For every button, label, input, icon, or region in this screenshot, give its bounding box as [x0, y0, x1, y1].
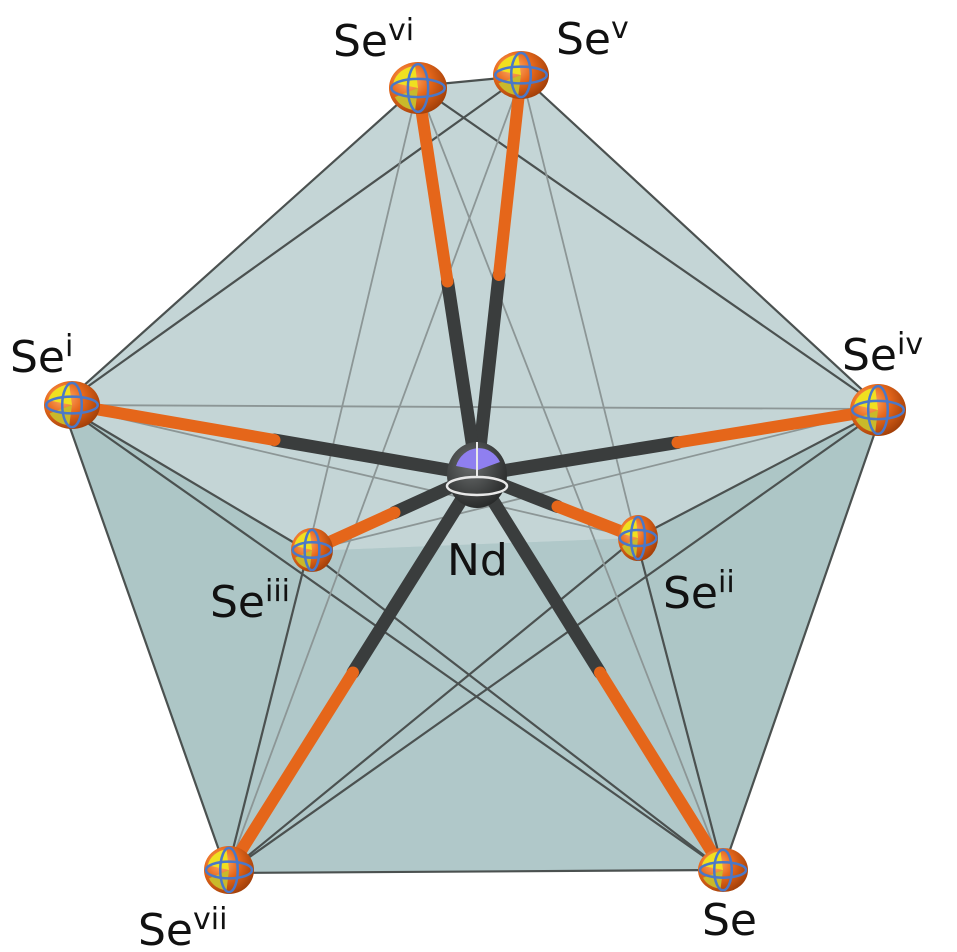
polyhedron-inner-face [227, 538, 723, 873]
nd-atom [445, 442, 509, 508]
edge [60, 404, 229, 874]
label-se-v: Sev [556, 11, 629, 65]
bond-nd-half [470, 268, 506, 482]
bond-nd-half [268, 433, 484, 482]
bond-se-half [412, 82, 454, 288]
edge [61, 404, 724, 871]
nd-se-bonds [66, 69, 884, 876]
se-atoms [44, 51, 906, 894]
edge [226, 537, 637, 874]
polyhedron-back-face [62, 76, 883, 551]
edge [226, 75, 523, 874]
label-se-vii: Sevii [138, 902, 227, 952]
edge [635, 408, 884, 539]
bond-se-half [66, 399, 281, 446]
atom-se [698, 848, 748, 892]
edge [225, 550, 310, 874]
label-nd: Nd [447, 535, 508, 586]
atom-se-vii [204, 846, 254, 894]
edge [61, 404, 637, 539]
atom-se-i [44, 381, 100, 429]
edge [721, 408, 885, 871]
edge [521, 75, 637, 539]
edge [61, 85, 419, 406]
edge [307, 550, 724, 871]
edge [634, 537, 725, 871]
edge [521, 75, 884, 410]
polyhedron-edges [60, 74, 885, 875]
edge [417, 85, 724, 871]
bond-se-half [671, 404, 884, 449]
label-se-vi: Sevi [333, 13, 414, 67]
atom-se-iii [291, 528, 333, 572]
edge [417, 85, 884, 410]
label-se: Se [702, 895, 757, 946]
label-se-iii: Seiii [210, 574, 290, 628]
edge [307, 85, 419, 552]
edge [61, 75, 523, 406]
atom-se-ii [618, 515, 658, 561]
label-se-i: Sei [10, 329, 73, 383]
atom-labels: Nd Se Sei Seii Seiii Seiv Sev Sevi Sevii [10, 11, 923, 952]
bond-nd-half [470, 436, 684, 482]
edge [307, 408, 884, 552]
label-se-iv: Seiv [842, 327, 923, 381]
label-se-ii: Seii [663, 565, 735, 619]
atom-se-vi [389, 62, 447, 114]
atom-se-v [493, 51, 549, 99]
bond-se-half [594, 666, 729, 876]
bond-se-half [493, 69, 527, 281]
edge [61, 404, 309, 552]
bond-se-half [223, 666, 359, 876]
bond-nd-half [470, 468, 607, 679]
edge [226, 868, 724, 875]
atom-se-iv [850, 384, 906, 436]
bond-nd-half [346, 468, 484, 679]
edge [226, 408, 884, 874]
